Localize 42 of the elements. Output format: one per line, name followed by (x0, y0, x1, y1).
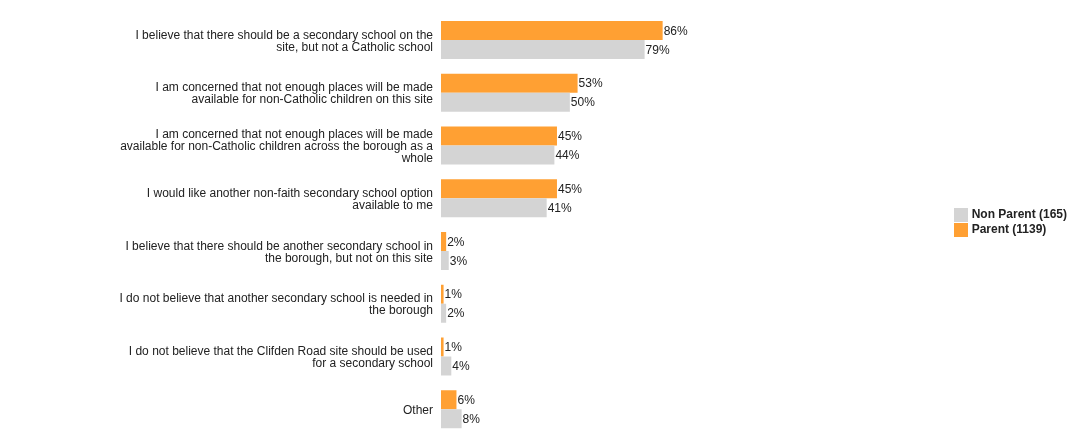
y-tick-label: I do not believe that the Clifden Road site should be used for a secondary school (128, 344, 433, 371)
y-tick-label: I believe that there should be another secondary school in the borough, but not on this site (125, 238, 434, 265)
y-tick-label: I believe that there should be a secondary school on the site, but not a Catholic school (135, 27, 434, 54)
data-label: 1% (444, 287, 463, 302)
bar (441, 232, 447, 251)
data-label: 53% (578, 76, 603, 91)
data-label: 2% (447, 234, 465, 249)
data-label: 4% (452, 359, 470, 373)
bar (441, 337, 444, 357)
bar (441, 21, 663, 40)
data-label: 6% (457, 392, 476, 407)
bar (441, 126, 557, 146)
data-label: 41% (547, 200, 573, 215)
bar (441, 145, 555, 165)
bar (441, 303, 447, 323)
data-label: 45% (557, 181, 583, 196)
y-tick-label: I would like another non-faith secondary school option available to me (146, 185, 434, 212)
bar (441, 390, 457, 410)
data-label: 44% (555, 148, 580, 162)
data-label: 3% (449, 253, 468, 268)
data-label: 2% (447, 306, 465, 321)
data-label: 8% (462, 411, 481, 426)
bar (441, 198, 547, 218)
bar (441, 179, 557, 199)
y-tick-label: I am concerned that not enough places will be made available for non-Catholic children across the borough as a whole (120, 127, 434, 166)
bar (441, 92, 570, 112)
data-label: 79% (645, 42, 670, 57)
data-label: 45% (557, 129, 583, 143)
legend-label: Non Parent (165) (971, 207, 1067, 222)
y-tick-label: Other (402, 402, 433, 417)
bar (441, 356, 452, 376)
y-tick-label: I do not believe that another secondary school is needed in the borough (119, 291, 433, 318)
y-tick-label: I am concerned that not enough places will be made available for non-Catholic children on this site (155, 80, 434, 107)
data-label: 86% (663, 23, 688, 38)
bar (441, 40, 645, 59)
legend-label: Parent (1139) (971, 222, 1047, 236)
bar (441, 251, 449, 270)
bar (441, 409, 462, 429)
data-label: 50% (570, 95, 596, 110)
data-label: 1% (444, 340, 463, 354)
bar (441, 73, 578, 93)
bar (441, 284, 444, 304)
